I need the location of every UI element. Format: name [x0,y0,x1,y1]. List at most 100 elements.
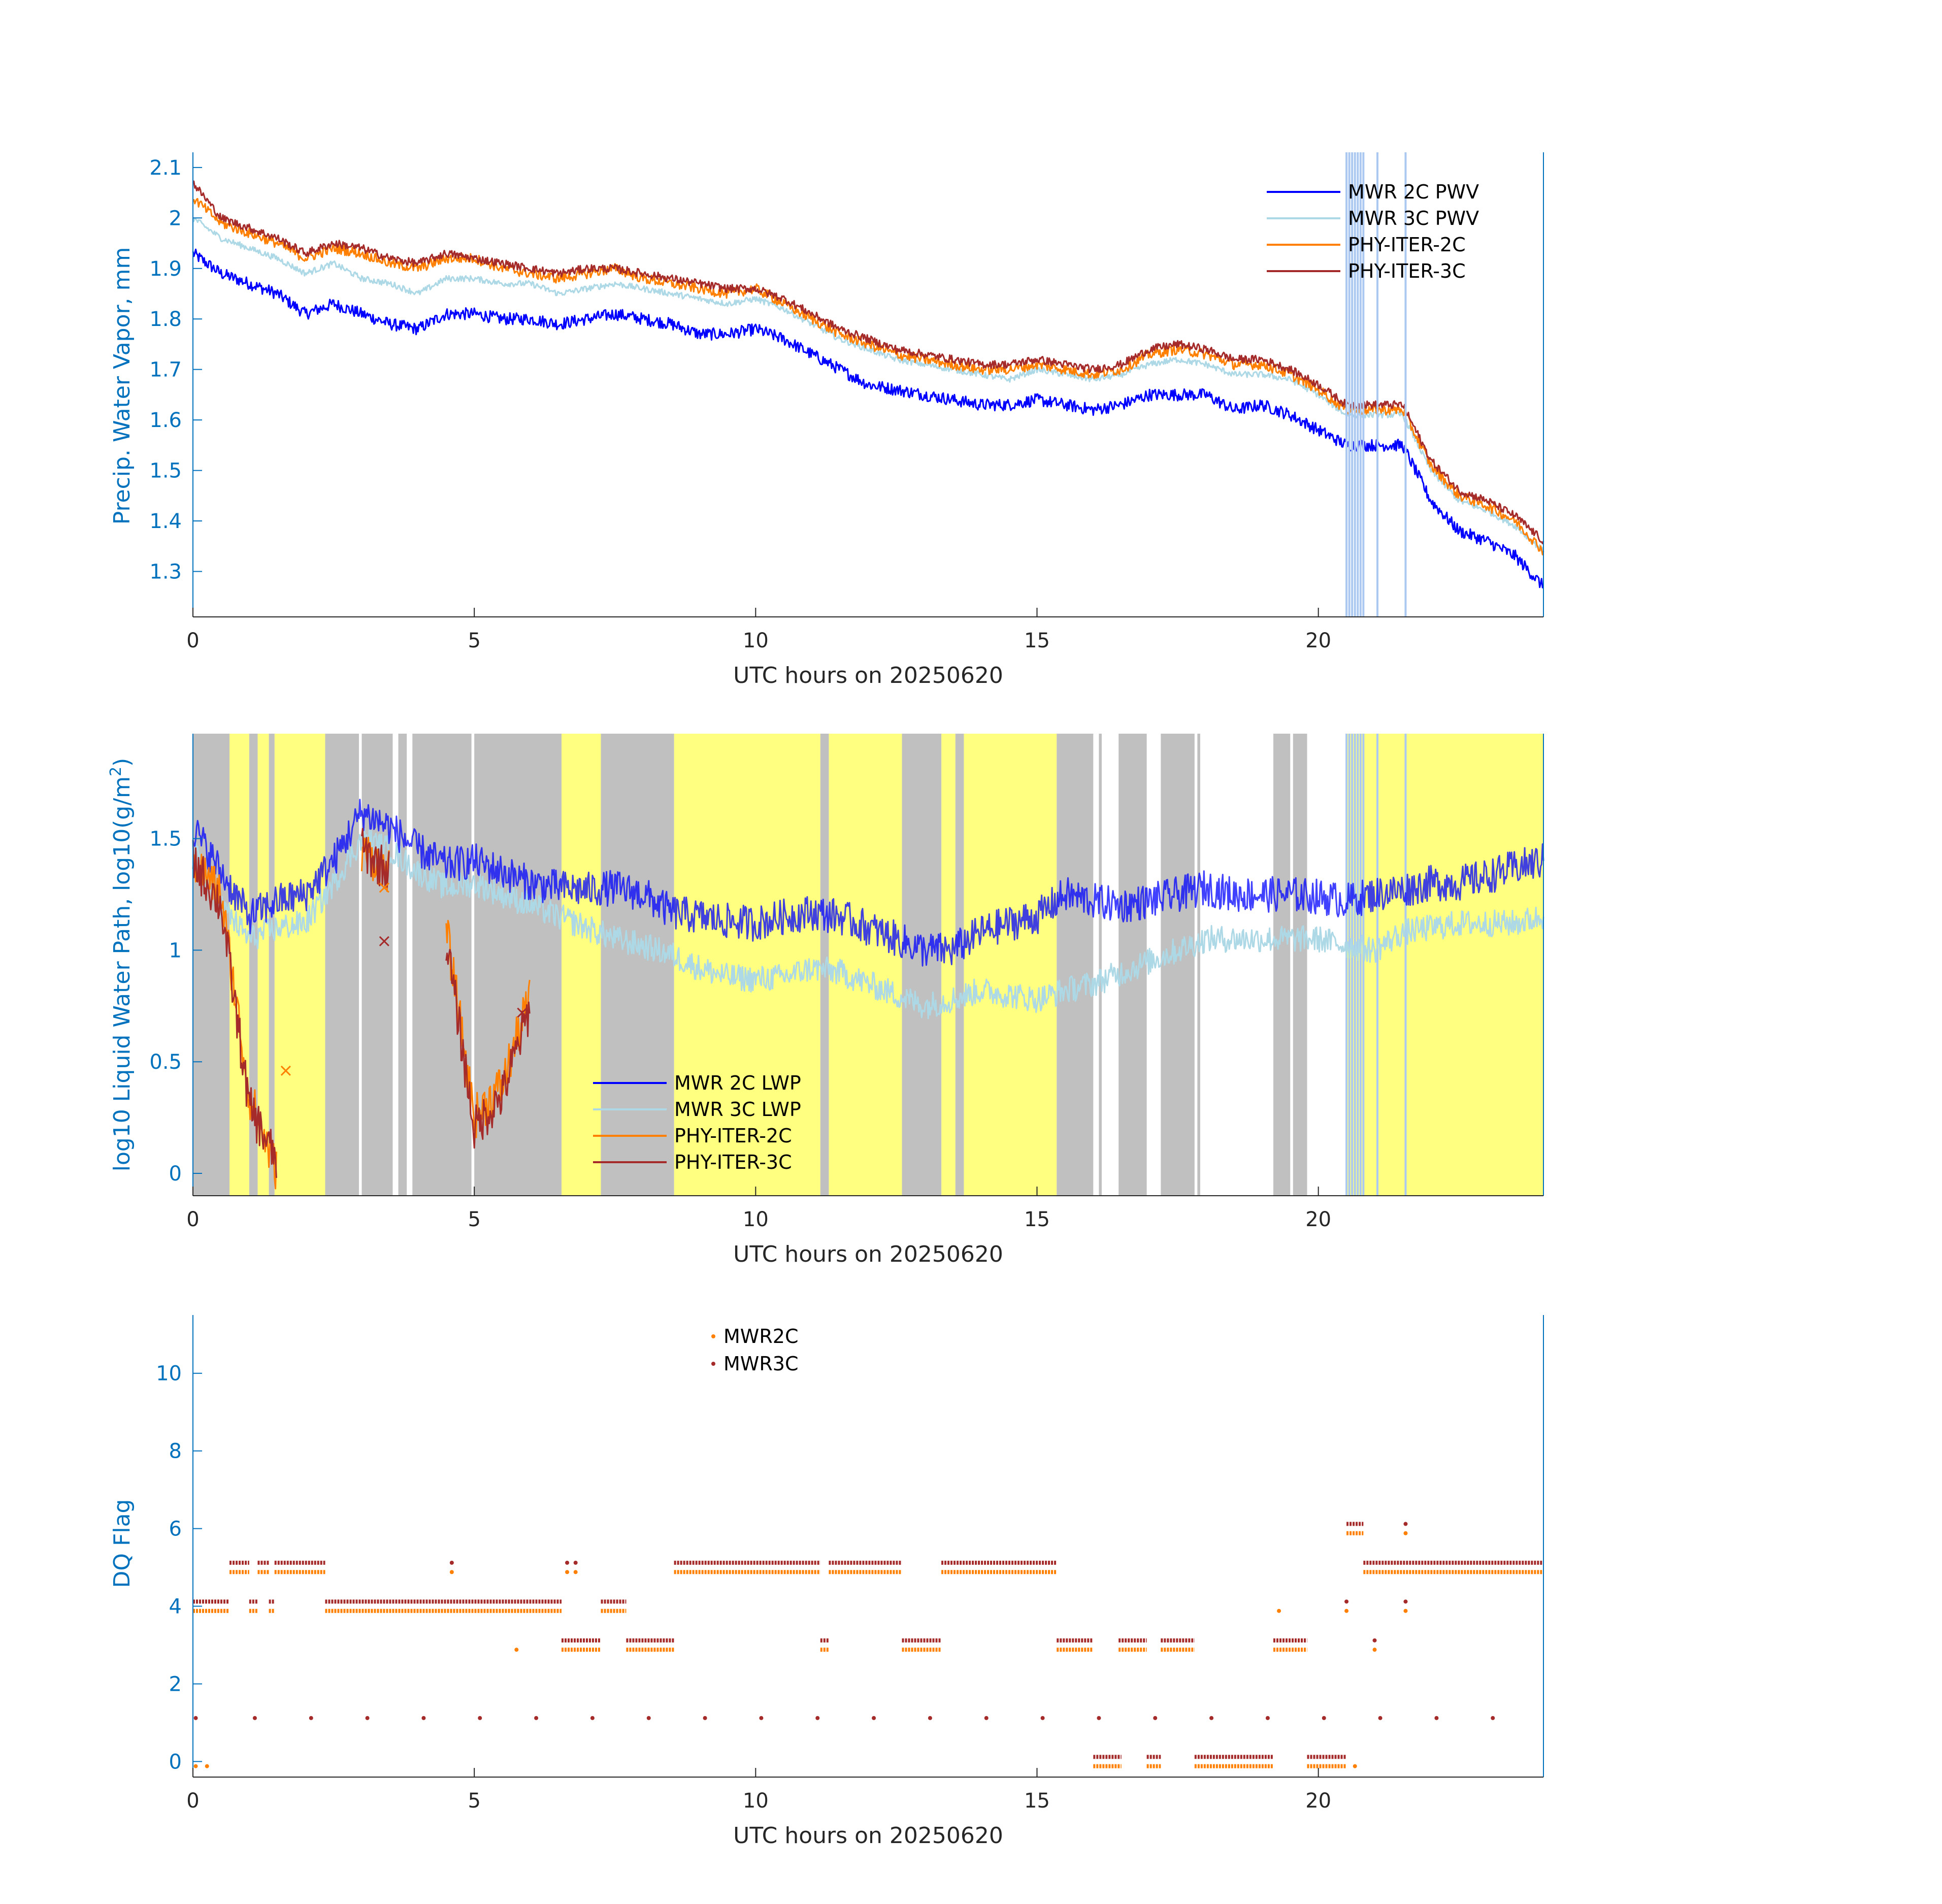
lwp-y-tick-label: 1 [169,939,182,962]
pwv-x-tick-label: 20 [1305,629,1331,652]
dq-phy3c-point [1372,1638,1377,1643]
dq-legend-label: MWR2C [723,1325,798,1348]
pwv-legend-label: MWR 2C PWV [1348,181,1479,203]
dq-x-tick-label: 0 [186,1789,199,1813]
lwp-legend: MWR 2C LWP MWR 3C LWP PHY-ITER-2C PHY-ITER-… [593,1072,801,1173]
dq-phy3c-point [1040,1716,1045,1720]
lwp-gray-shade [1273,734,1291,1196]
pwv-y-tick-label: 2 [169,207,182,230]
dq-phy3c-point [573,1560,578,1565]
lwp-y-tick-label: 0.5 [149,1051,182,1074]
dq-x-tick-label: 15 [1024,1789,1050,1813]
lwp-x-marker [379,882,389,893]
lwp-yellow-shade [964,734,1057,1196]
dq-y-tick-label: 0 [169,1750,182,1774]
lwp-yellow-shade [941,734,956,1196]
dq-phy3c-point [478,1716,482,1720]
pwv-series-mwr2c [192,248,1544,588]
lwp-x-tick-label: 10 [743,1208,769,1231]
lwp-legend-label: PHY-ITER-2C [674,1125,792,1147]
dq-phy2c-point [1277,1608,1281,1613]
dq-phy2c-point [1344,1608,1349,1613]
dq-phy3c-point [984,1716,989,1720]
dq-phy3c-point [421,1716,426,1720]
dq-phy3c-point [1265,1716,1270,1720]
pwv-y-tick-label: 2.1 [149,156,182,180]
dq-legend: MWR2C MWR3C [711,1325,798,1375]
lwp-yellow-shade [1346,734,1543,1196]
lwp-y-tick-label: 1.5 [149,828,182,851]
lwp-series-mwr2c [192,799,1544,967]
pwv-panel: 0 5 10 15 20 1.3 1.4 1.5 1.6 1.7 1.8 1.9 2 2.1 UTC ho… [109,152,1544,688]
pwv-x-tick-label: 5 [468,629,480,652]
dq-phy3c-point [1434,1716,1439,1720]
lwp-legend-label: MWR 2C LWP [674,1072,801,1094]
pwv-x-axis-label: UTC hours on 20250620 [733,663,1003,688]
dq-phy3c-point [565,1560,570,1565]
lwp-gray-shade [193,734,230,1196]
lwp-gray-shade [361,734,393,1196]
dq-phy3c-point [872,1716,876,1720]
dq-phy3c-point [928,1716,932,1720]
pwv-x-tick-label: 0 [186,629,199,652]
pwv-x-tick-label: 15 [1024,629,1050,652]
dq-y-tick-label: 6 [169,1518,182,1541]
lwp-gray-shade [398,734,407,1196]
pwv-legend-label: PHY-ITER-2C [1348,234,1466,256]
pwv-y-tick-label: 1.7 [149,358,182,382]
dq-phy3c-point [646,1716,651,1720]
lwp-series-mwr3c [192,828,1544,1020]
lwp-legend-label: PHY-ITER-3C [674,1151,792,1173]
lwp-x-marker [280,1065,291,1076]
pwv-y-tick-label: 1.3 [149,560,182,583]
dq-legend-label: MWR3C [723,1353,798,1375]
dq-x-tick-label: 20 [1305,1789,1331,1813]
dq-phy2c-point [205,1764,209,1768]
lwp-y-axis-label-superscript: 2 [107,767,125,776]
lwp-gray-shade [1197,734,1200,1196]
dq-phy2c-point [1403,1531,1408,1535]
dq-phy3c-point [1403,1599,1408,1604]
pwv-series-phy3c [192,180,1544,544]
lwp-y-axis-label: log10 Liquid Water Path, log10(g/m2) [107,758,136,1172]
dq-phy2c-point [449,1570,454,1574]
lwp-x-tick-label: 5 [468,1208,480,1231]
lwp-gray-shade [412,734,472,1196]
lwp-y-axis-label-main: log10 Liquid Water Path, log10(g/m [109,776,135,1171]
lwp-gray-shade [1293,734,1307,1196]
lwp-yellow-shade [257,734,269,1196]
dq-legend-marker [711,1362,715,1366]
dq-y-tick-label: 2 [169,1672,182,1696]
dq-phy3c-point [1491,1716,1495,1720]
dq-phy3c-point [703,1716,707,1720]
pwv-legend-label: PHY-ITER-3C [1348,260,1466,282]
lwp-x-axis-label: UTC hours on 20250620 [733,1241,1003,1267]
lwp-y-axis-label-end: ) [109,758,135,767]
lwp-series-phy3c [192,840,277,1178]
dq-phy3c-point [759,1716,764,1720]
dq-x-tick-label: 10 [743,1789,769,1813]
dq-phy3c-point [309,1716,313,1720]
pwv-x-tick-label: 10 [743,629,769,652]
lwp-yellow-shade [274,734,325,1196]
pwv-legend-label: MWR 3C PWV [1348,207,1479,229]
pwv-y-tick-label: 1.4 [149,510,182,533]
lwp-series-mwr2c-group [192,799,1544,967]
pwv-y-axis-label: Precip. Water Vapor, mm [109,247,135,525]
pwv-plot-area [192,152,1544,617]
lwp-gray-shade [1161,734,1195,1196]
lwp-gray-shade [902,734,942,1196]
dq-phy3c-point [1344,1599,1349,1604]
dq-phy2c-point [514,1648,519,1652]
dq-phy3c-point [1403,1522,1408,1526]
dq-phy3c-point [193,1716,198,1720]
dq-plot-area [193,1522,1543,1768]
dq-phy2c-point [565,1570,570,1574]
lwp-gray-shade [955,734,964,1196]
dq-phy3c-point [1209,1716,1214,1720]
dq-y-tick-label: 8 [169,1440,182,1463]
pwv-y-tick-label: 1.6 [149,409,182,432]
lwp-gray-shade [601,734,674,1196]
dq-phy3c-point [590,1716,595,1720]
